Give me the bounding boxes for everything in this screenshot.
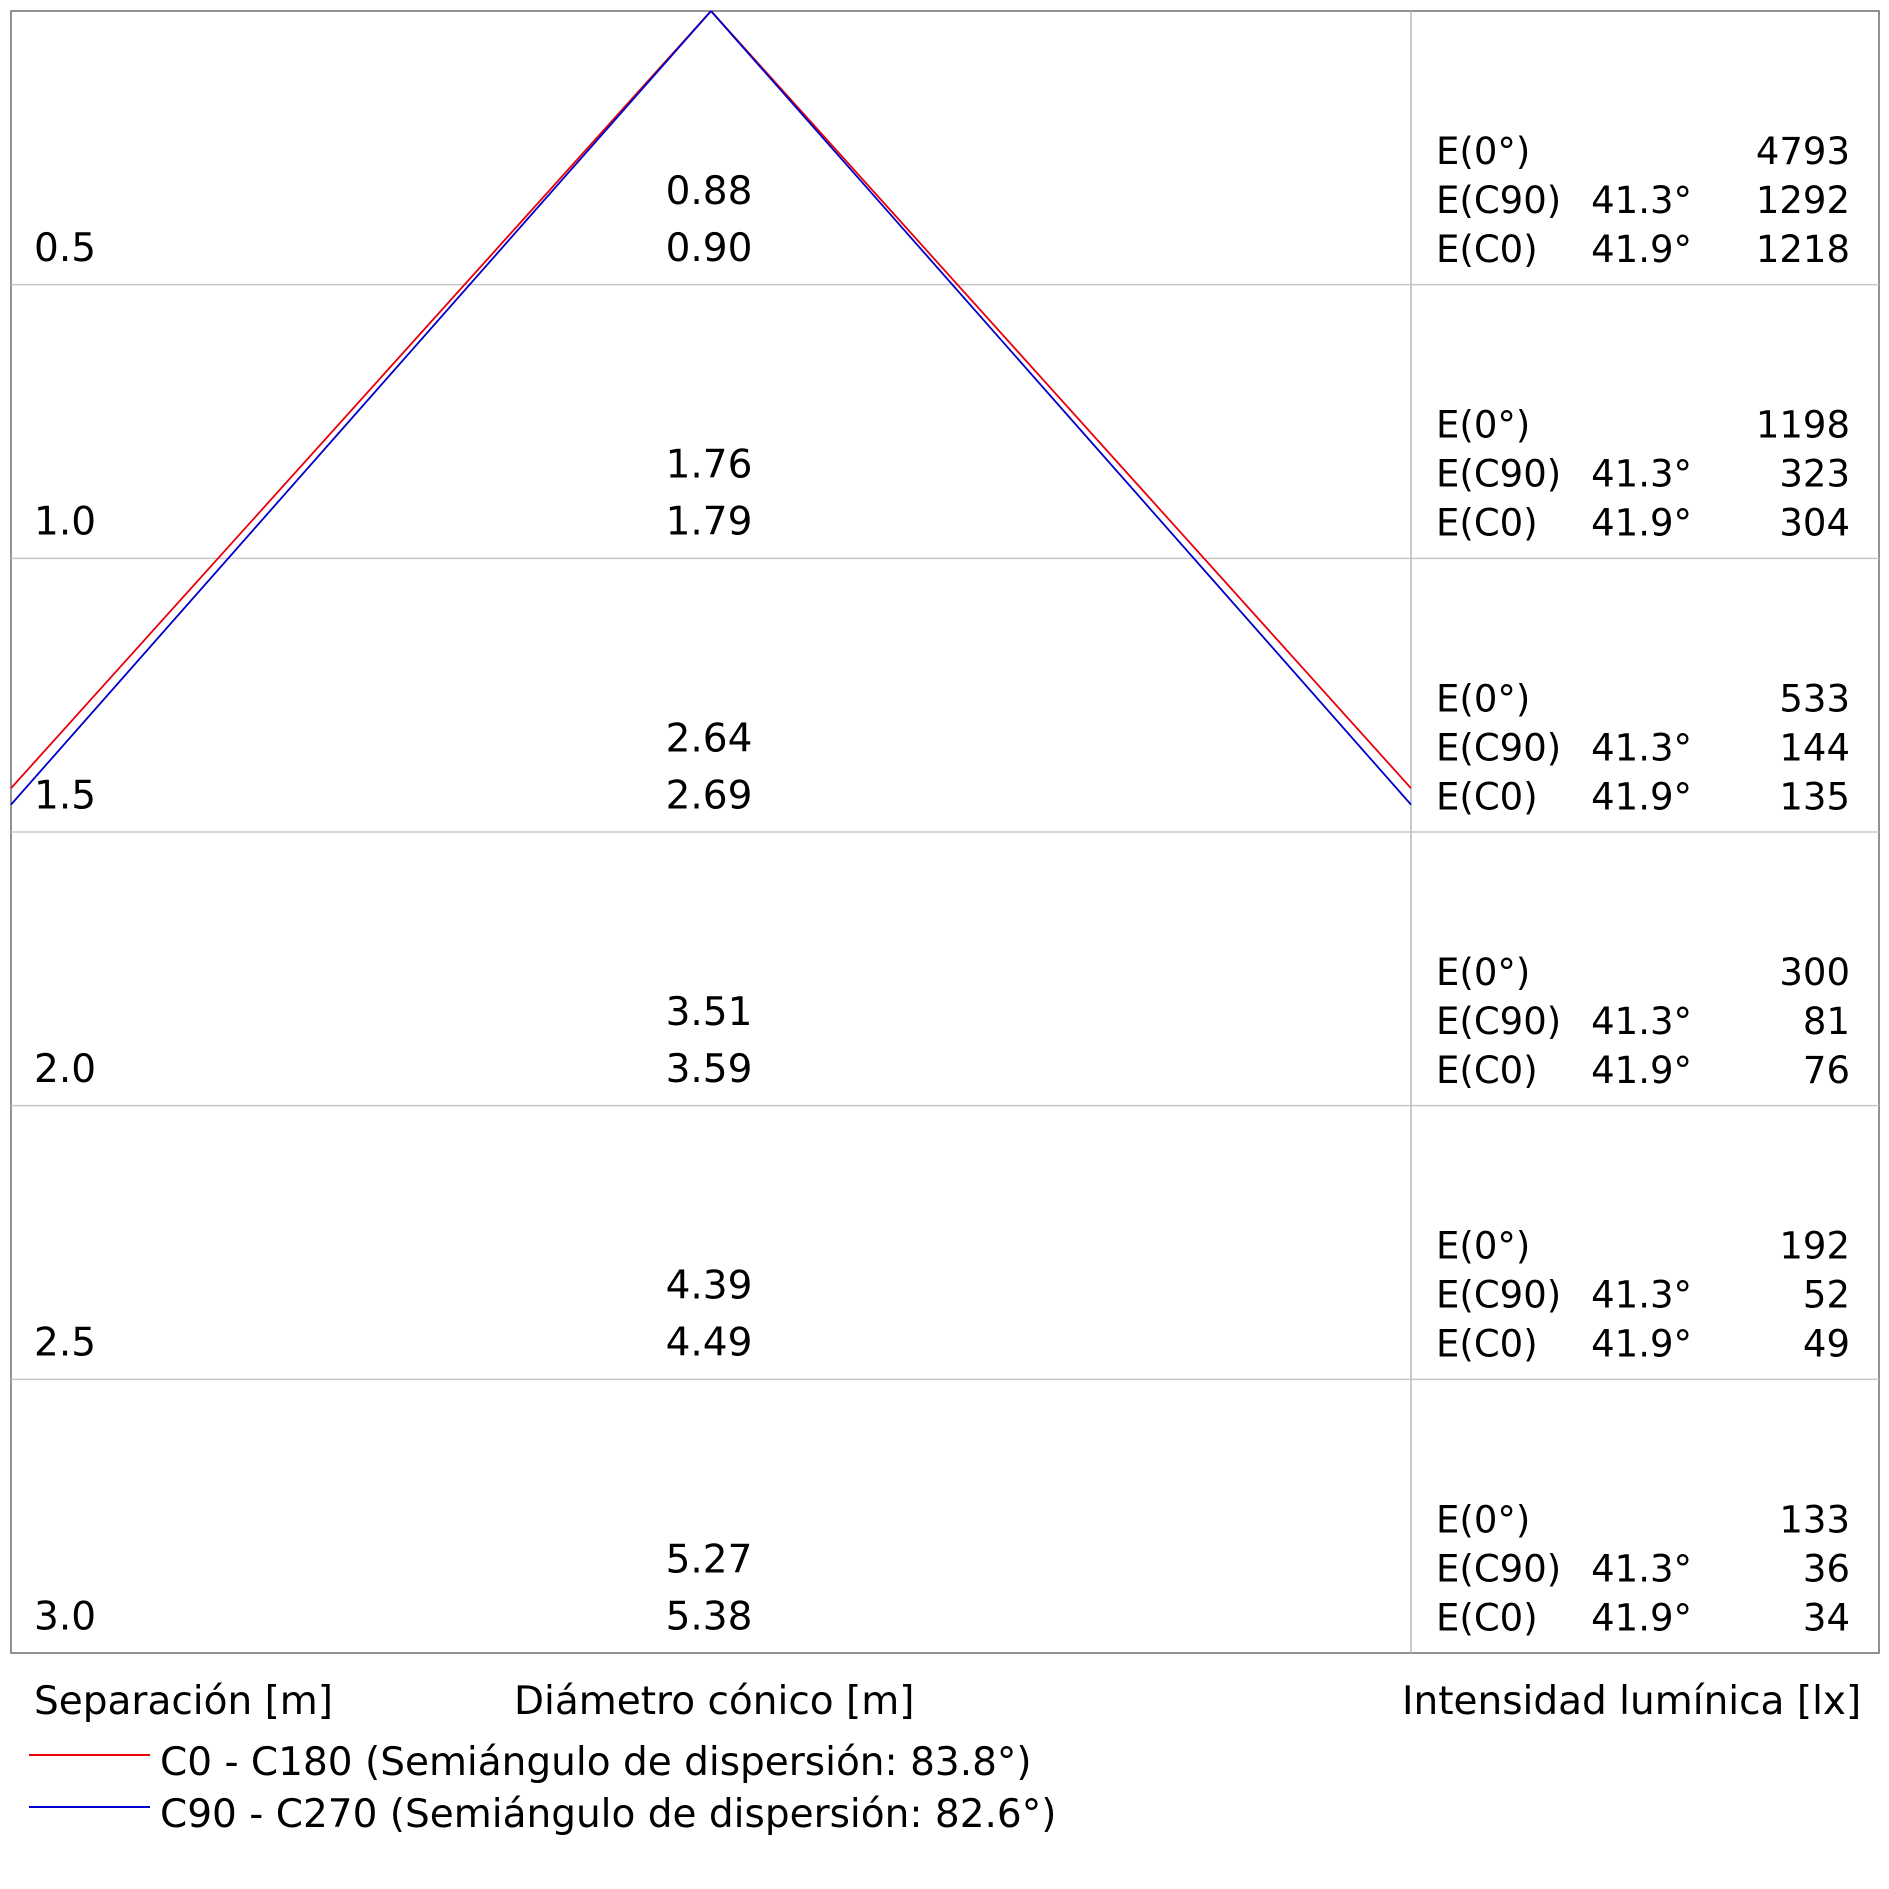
cone-lines	[10, 10, 1412, 806]
e0-label: E(0°)	[1436, 130, 1530, 173]
header-diameter: Diámetro cónico [m]	[514, 1679, 914, 1724]
ec90-label: E(C90)	[1436, 1000, 1561, 1043]
diameter-value-c0: 0.88	[666, 169, 753, 214]
table-row: 1.5 2.64 2.69 E(0°) 533 E(C90) 41.3° 144 E(C0) 41…	[34, 677, 1850, 818]
e0-label: E(0°)	[1436, 951, 1530, 994]
diameter-value-c90: 4.49	[666, 1321, 753, 1366]
ec90-label: E(C90)	[1436, 1547, 1561, 1590]
ec0-label: E(C0)	[1436, 1049, 1538, 1092]
ec90-value: 36	[1803, 1547, 1850, 1590]
separation-label: 2.5	[34, 1321, 96, 1366]
ec90-angle: 41.3°	[1591, 1000, 1692, 1043]
e0-value: 133	[1779, 1498, 1850, 1541]
ec90-value: 1292	[1756, 179, 1850, 222]
ec0-angle: 41.9°	[1591, 228, 1692, 271]
cone-line-c90-c270-right	[710, 10, 1412, 806]
ec90-angle: 41.3°	[1591, 726, 1692, 769]
ec90-value: 52	[1803, 1274, 1850, 1317]
ec90-value: 144	[1779, 726, 1850, 769]
ec0-label: E(C0)	[1436, 1323, 1538, 1366]
cone-line-c0-c180-right	[710, 10, 1412, 789]
header-separation: Separación [m]	[34, 1679, 333, 1724]
e0-value: 4793	[1756, 130, 1850, 173]
separation-label: 3.0	[34, 1594, 96, 1639]
ec0-value: 1218	[1756, 228, 1850, 271]
diameter-value-c90: 3.59	[666, 1047, 753, 1092]
e0-value: 533	[1779, 677, 1850, 720]
diameter-value-c0: 1.76	[666, 443, 753, 488]
ec0-label: E(C0)	[1436, 775, 1538, 818]
separation-label: 1.5	[34, 773, 96, 818]
diameter-value-c0: 3.51	[666, 990, 753, 1035]
ec0-angle: 41.9°	[1591, 1596, 1692, 1639]
ec90-value: 323	[1779, 453, 1850, 496]
row-grid-lines	[11, 283, 1879, 1381]
cone-line-c90-c270-left	[10, 10, 712, 806]
ec0-angle: 41.9°	[1591, 1049, 1692, 1092]
table-row: 3.0 5.27 5.38 E(0°) 133 E(C90) 41.3° 36 E(C0) 41.…	[34, 1498, 1850, 1639]
ec0-angle: 41.9°	[1591, 775, 1692, 818]
ec0-value: 34	[1803, 1596, 1850, 1639]
ec90-angle: 41.3°	[1591, 1274, 1692, 1317]
diameter-value-c90: 1.79	[666, 500, 753, 545]
table-row: 0.5 0.88 0.90 E(0°) 4793 E(C90) 41.3° 1292 E(C0)…	[34, 130, 1850, 271]
ec0-label: E(C0)	[1436, 228, 1538, 271]
header-intensity: Intensidad lumínica [lx]	[1402, 1679, 1861, 1724]
ec90-angle: 41.3°	[1591, 453, 1692, 496]
ec0-label: E(C0)	[1436, 502, 1538, 545]
ec0-angle: 41.9°	[1591, 502, 1692, 545]
e0-value: 1198	[1756, 404, 1850, 447]
separation-label: 0.5	[34, 226, 96, 271]
ec90-angle: 41.3°	[1591, 1547, 1692, 1590]
table-row: 2.0 3.51 3.59 E(0°) 300 E(C90) 41.3° 81 E(C0) 41.…	[34, 951, 1850, 1092]
diameter-value-c0: 5.27	[666, 1537, 753, 1582]
legend-label-c90-c270: C90 - C270 (Semiángulo de dispersión: 82…	[160, 1792, 1056, 1837]
table-row: 1.0 1.76 1.79 E(0°) 1198 E(C90) 41.3° 323 E(C0) 4…	[34, 404, 1850, 545]
e0-value: 192	[1779, 1225, 1850, 1268]
ec90-value: 81	[1803, 1000, 1850, 1043]
diameter-value-c0: 2.64	[666, 716, 753, 761]
ec0-value: 49	[1803, 1323, 1850, 1366]
table-rows: 0.5 0.88 0.90 E(0°) 4793 E(C90) 41.3° 1292 E(C0)…	[34, 130, 1850, 1639]
legend-label-c0-c180: C0 - C180 (Semiángulo de dispersión: 83.…	[160, 1740, 1032, 1785]
ec0-value: 304	[1779, 502, 1850, 545]
e0-label: E(0°)	[1436, 677, 1530, 720]
separation-label: 1.0	[34, 500, 96, 545]
ec90-label: E(C90)	[1436, 179, 1561, 222]
diameter-value-c90: 5.38	[666, 1594, 753, 1639]
ec0-angle: 41.9°	[1591, 1323, 1692, 1366]
e0-label: E(0°)	[1436, 404, 1530, 447]
ec90-angle: 41.3°	[1591, 179, 1692, 222]
diameter-value-c90: 0.90	[666, 226, 753, 271]
cone-line-c0-c180-left	[10, 10, 712, 789]
ec0-value: 135	[1779, 775, 1850, 818]
ec0-value: 76	[1803, 1049, 1850, 1092]
diameter-value-c90: 2.69	[666, 773, 753, 818]
table-row: 2.5 4.39 4.49 E(0°) 192 E(C90) 41.3° 52 E(C0) 41.…	[34, 1225, 1850, 1366]
separation-label: 2.0	[34, 1047, 96, 1092]
ec90-label: E(C90)	[1436, 726, 1561, 769]
e0-value: 300	[1779, 951, 1850, 994]
diameter-value-c0: 4.39	[666, 1264, 753, 1309]
e0-label: E(0°)	[1436, 1498, 1530, 1541]
e0-label: E(0°)	[1436, 1225, 1530, 1268]
ec90-label: E(C90)	[1436, 1274, 1561, 1317]
ec90-label: E(C90)	[1436, 453, 1561, 496]
ec0-label: E(C0)	[1436, 1596, 1538, 1639]
